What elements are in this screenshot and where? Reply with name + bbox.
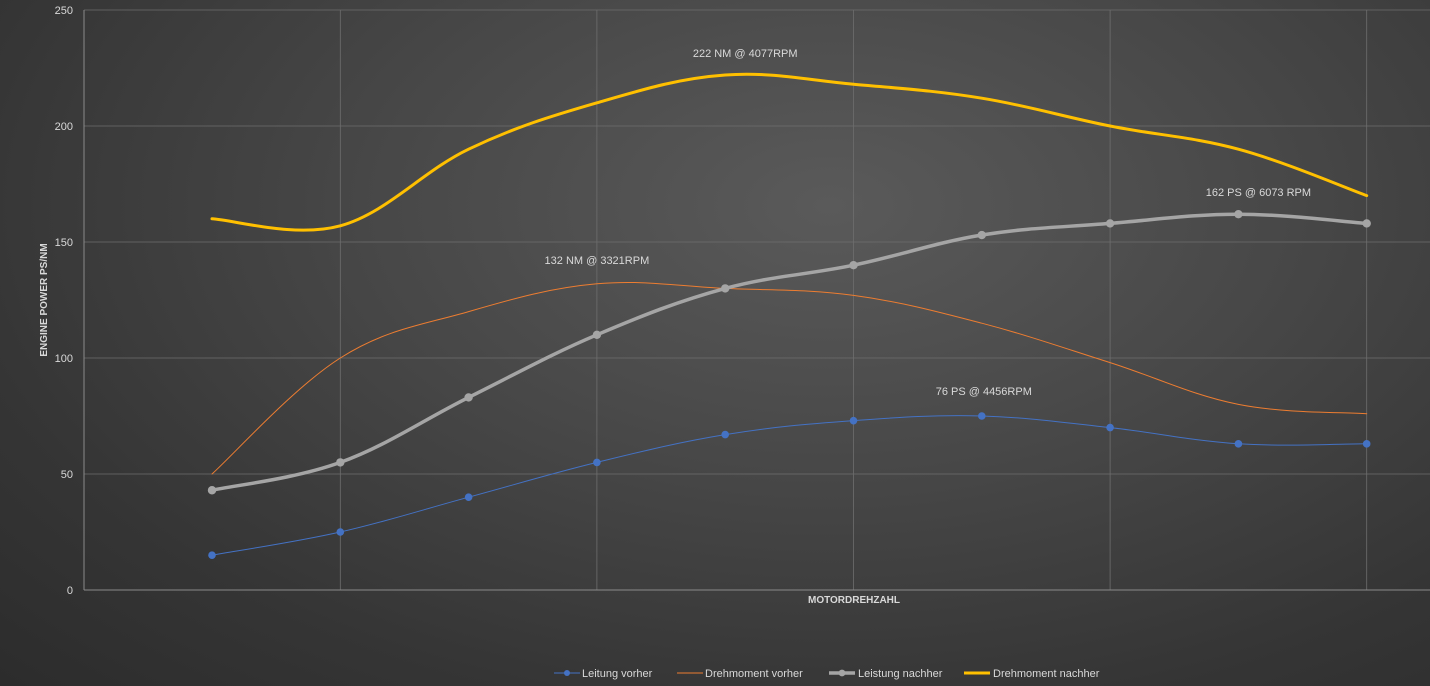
data-point <box>849 261 858 270</box>
data-label: 222 NM @ 4077RPM <box>693 48 798 60</box>
legend-label: Leitung vorher <box>582 668 653 680</box>
data-label: 132 NM @ 3321RPM <box>545 255 650 267</box>
series-4 <box>210 72 1369 232</box>
data-point <box>1234 440 1243 448</box>
grid <box>84 9 1430 590</box>
series-line <box>210 212 1369 492</box>
y-tick-label: 50 <box>61 469 73 481</box>
data-label: 162 PS @ 6073 RPM <box>1206 187 1311 199</box>
legend-item-1: Leitung vorher <box>554 668 653 680</box>
y-tick-label: 0 <box>67 585 73 597</box>
data-point <box>1362 219 1371 228</box>
legend: Leitung vorher Drehmoment vorher Leistung … <box>554 668 1100 680</box>
data-point <box>721 430 729 439</box>
annotations: 222 NM @ 4077RPM 162 PS @ 6073 RPM 132 NM … <box>545 48 1312 398</box>
y-tick-label: 100 <box>55 353 73 365</box>
data-point <box>592 330 602 339</box>
data-point <box>849 416 858 425</box>
legend-label: Leistung nachher <box>858 668 943 680</box>
data-point <box>1105 219 1115 228</box>
series-3 <box>207 209 1371 495</box>
data-point <box>593 458 601 467</box>
data-label: 76 PS @ 4456RPM <box>936 386 1032 398</box>
series <box>207 72 1371 559</box>
legend-label: Drehmoment nachher <box>993 668 1100 680</box>
data-point <box>464 493 473 502</box>
data-point <box>464 393 473 402</box>
data-point <box>336 458 345 467</box>
legend-marker <box>838 669 846 677</box>
data-point <box>1362 440 1371 448</box>
legend-item-2: Drehmoment vorher <box>677 668 803 680</box>
data-point <box>1234 209 1243 219</box>
data-point <box>978 412 986 420</box>
legend-item-4: Drehmoment nachher <box>964 668 1100 680</box>
legend-label: Drehmoment vorher <box>705 668 803 680</box>
data-point <box>721 284 730 293</box>
data-point <box>977 230 986 240</box>
data-point <box>336 528 345 536</box>
y-axis-title: ENGINE POWER PS/NM <box>39 243 50 356</box>
series-2 <box>211 281 1368 475</box>
axes: 0 50 100 150 200 250 <box>55 5 1430 597</box>
y-tick-label: 200 <box>55 121 73 133</box>
data-point <box>1106 423 1114 432</box>
series-line <box>210 72 1369 232</box>
data-point <box>207 486 217 495</box>
x-axis-title: MOTORDREHZAHL <box>808 595 900 606</box>
series-1 <box>208 412 1371 559</box>
y-tick-label: 150 <box>55 237 73 249</box>
legend-marker <box>564 670 570 676</box>
y-tick-label: 250 <box>55 5 73 17</box>
series-line <box>211 281 1368 475</box>
legend-item-3: Leistung nachher <box>829 668 943 680</box>
series-line <box>211 415 1368 556</box>
data-point <box>208 551 216 559</box>
